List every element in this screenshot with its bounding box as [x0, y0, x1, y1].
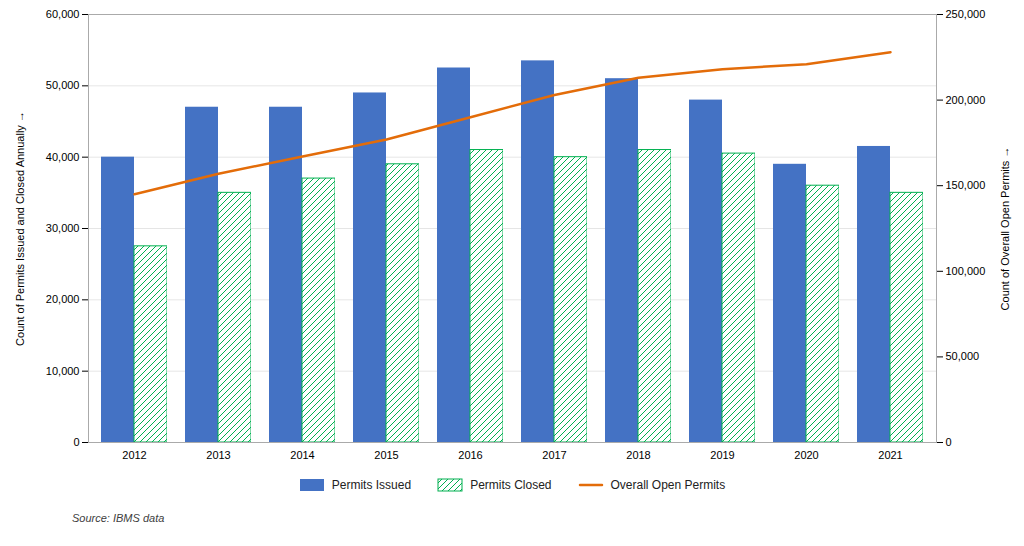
html-text:Source: IBMS data: Source: IBMS data	[72, 512, 165, 524]
svg-text:2021: 2021	[878, 449, 902, 461]
svg-text:2014: 2014	[290, 449, 314, 461]
svg-text:50,000: 50,000	[46, 79, 80, 91]
html-text:Permits Closed: Permits Closed	[470, 478, 552, 492]
html-text:Overall Open Permits: Overall Open Permits	[610, 478, 726, 492]
svg-text:0: 0	[73, 436, 79, 448]
svg-text:100,000: 100,000	[946, 265, 986, 277]
svg-text:2016: 2016	[458, 449, 482, 461]
svg-text:250,000: 250,000	[946, 8, 986, 20]
svg-text:Count of Overall Open Permits: Count of Overall Open Permits →	[999, 147, 1011, 311]
svg-text:50,000: 50,000	[946, 350, 980, 362]
svg-text:2020: 2020	[794, 449, 818, 461]
svg-text:30,000: 30,000	[46, 222, 80, 234]
svg-text:2012: 2012	[122, 449, 146, 461]
svg-text:150,000: 150,000	[946, 179, 986, 191]
svg-text:0: 0	[946, 436, 952, 448]
svg-text:40,000: 40,000	[46, 151, 80, 163]
svg-text:10,000: 10,000	[46, 365, 80, 377]
svg-text:2019: 2019	[710, 449, 734, 461]
svg-text:200,000: 200,000	[946, 94, 986, 106]
svg-text:Count of Permits Issued and Cl: Count of Permits Issued and Closed Annua…	[14, 111, 26, 346]
svg-text:2017: 2017	[542, 449, 566, 461]
html-text:Permits Issued: Permits Issued	[331, 478, 412, 492]
svg-text:2018: 2018	[626, 449, 650, 461]
svg-text:60,000: 60,000	[46, 8, 80, 20]
svg-text:2015: 2015	[374, 449, 398, 461]
svg-text:20,000: 20,000	[46, 293, 80, 305]
svg-text:2013: 2013	[206, 449, 230, 461]
